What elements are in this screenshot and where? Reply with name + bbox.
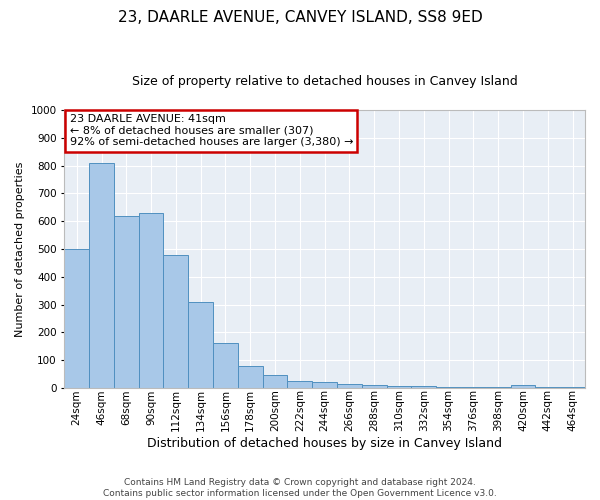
Bar (312, 382, 337, 388)
Bar (64, 249, 89, 388)
Text: 23, DAARLE AVENUE, CANVEY ISLAND, SS8 9ED: 23, DAARLE AVENUE, CANVEY ISLAND, SS8 9E… (118, 10, 482, 25)
Bar (238, 366, 263, 388)
Bar (386, 386, 412, 388)
Bar (511, 385, 535, 388)
Bar (163, 254, 188, 388)
Bar (436, 386, 461, 388)
Bar (287, 381, 312, 388)
X-axis label: Distribution of detached houses by size in Canvey Island: Distribution of detached houses by size … (147, 437, 502, 450)
Title: Size of property relative to detached houses in Canvey Island: Size of property relative to detached ho… (132, 75, 518, 88)
Bar (114, 216, 139, 388)
Bar (412, 386, 436, 388)
Text: 23 DAARLE AVENUE: 41sqm
← 8% of detached houses are smaller (307)
92% of semi-de: 23 DAARLE AVENUE: 41sqm ← 8% of detached… (70, 114, 353, 148)
Bar (139, 213, 163, 388)
Text: Contains HM Land Registry data © Crown copyright and database right 2024.
Contai: Contains HM Land Registry data © Crown c… (103, 478, 497, 498)
Y-axis label: Number of detached properties: Number of detached properties (15, 162, 25, 336)
Bar (263, 376, 287, 388)
Bar (362, 384, 386, 388)
Bar (213, 344, 238, 388)
Bar (89, 163, 114, 388)
Bar (188, 302, 213, 388)
Bar (337, 384, 362, 388)
